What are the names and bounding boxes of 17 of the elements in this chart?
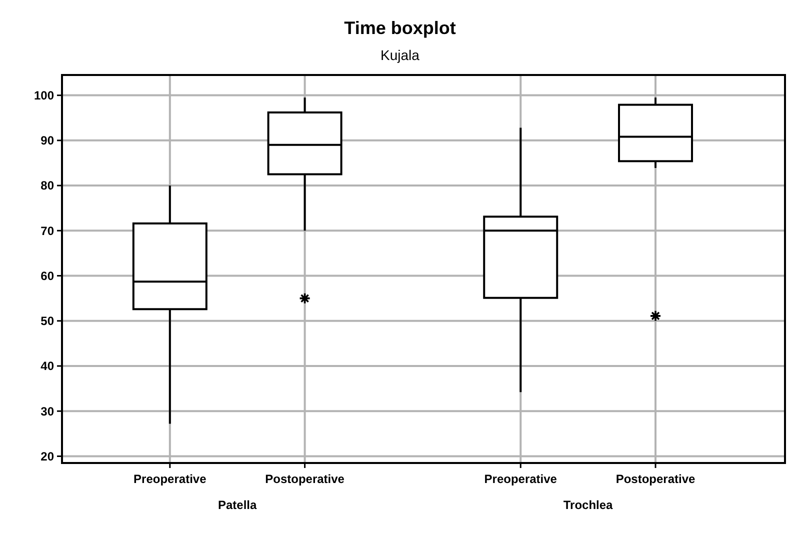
y-tick-label: 70 [40,224,54,238]
y-tick-label: 90 [40,134,54,148]
y-tick-label: 100 [34,88,54,102]
y-tick-label: 30 [40,404,54,418]
y-tick-label: 50 [40,314,54,328]
y-tick-label: 40 [40,359,54,374]
y-tick-label: 60 [40,268,54,283]
y-tick-label: 80 [40,178,54,193]
x-tick-label: Preoperative [484,472,558,486]
x-tick-label: Postoperative [616,472,696,486]
y-tick-label: 20 [40,449,54,464]
text: Trochlea [563,498,614,512]
x-tick-label: Postoperative [265,472,345,486]
text: Patella [218,498,258,512]
chart-subtitle: Kujala [380,47,420,63]
chart-title: Time boxplot [344,18,456,38]
x-tick-label: Preoperative [134,472,207,486]
